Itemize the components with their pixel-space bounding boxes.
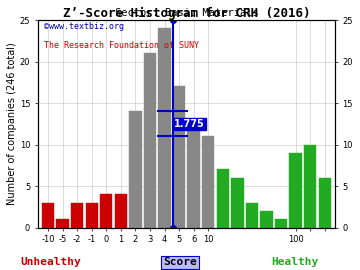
Bar [115,194,127,228]
Bar [231,178,244,228]
Text: Sector: Basic Materials: Sector: Basic Materials [114,8,258,18]
Bar [57,219,69,228]
Bar [71,202,84,228]
Bar [289,153,302,228]
Bar [173,86,185,228]
Bar [42,202,54,228]
Bar [158,28,171,228]
Bar [304,144,316,228]
Bar [319,178,331,228]
Bar [260,211,273,228]
Title: Z’-Score Histogram for CRH (2016): Z’-Score Histogram for CRH (2016) [63,7,310,20]
Bar [188,120,200,228]
Bar [275,219,287,228]
Y-axis label: Number of companies (246 total): Number of companies (246 total) [7,42,17,205]
Bar [217,169,229,228]
Bar [100,194,112,228]
Text: Healthy: Healthy [271,257,319,267]
Bar [144,53,156,228]
Bar [129,111,141,228]
Bar [202,136,215,228]
Text: Unhealthy: Unhealthy [20,257,81,267]
Bar [86,202,98,228]
Text: The Research Foundation of SUNY: The Research Foundation of SUNY [44,41,199,50]
Text: 1.775: 1.775 [174,119,205,129]
Text: ©www.textbiz.org: ©www.textbiz.org [44,22,124,31]
Text: Score: Score [163,257,197,267]
Bar [246,202,258,228]
